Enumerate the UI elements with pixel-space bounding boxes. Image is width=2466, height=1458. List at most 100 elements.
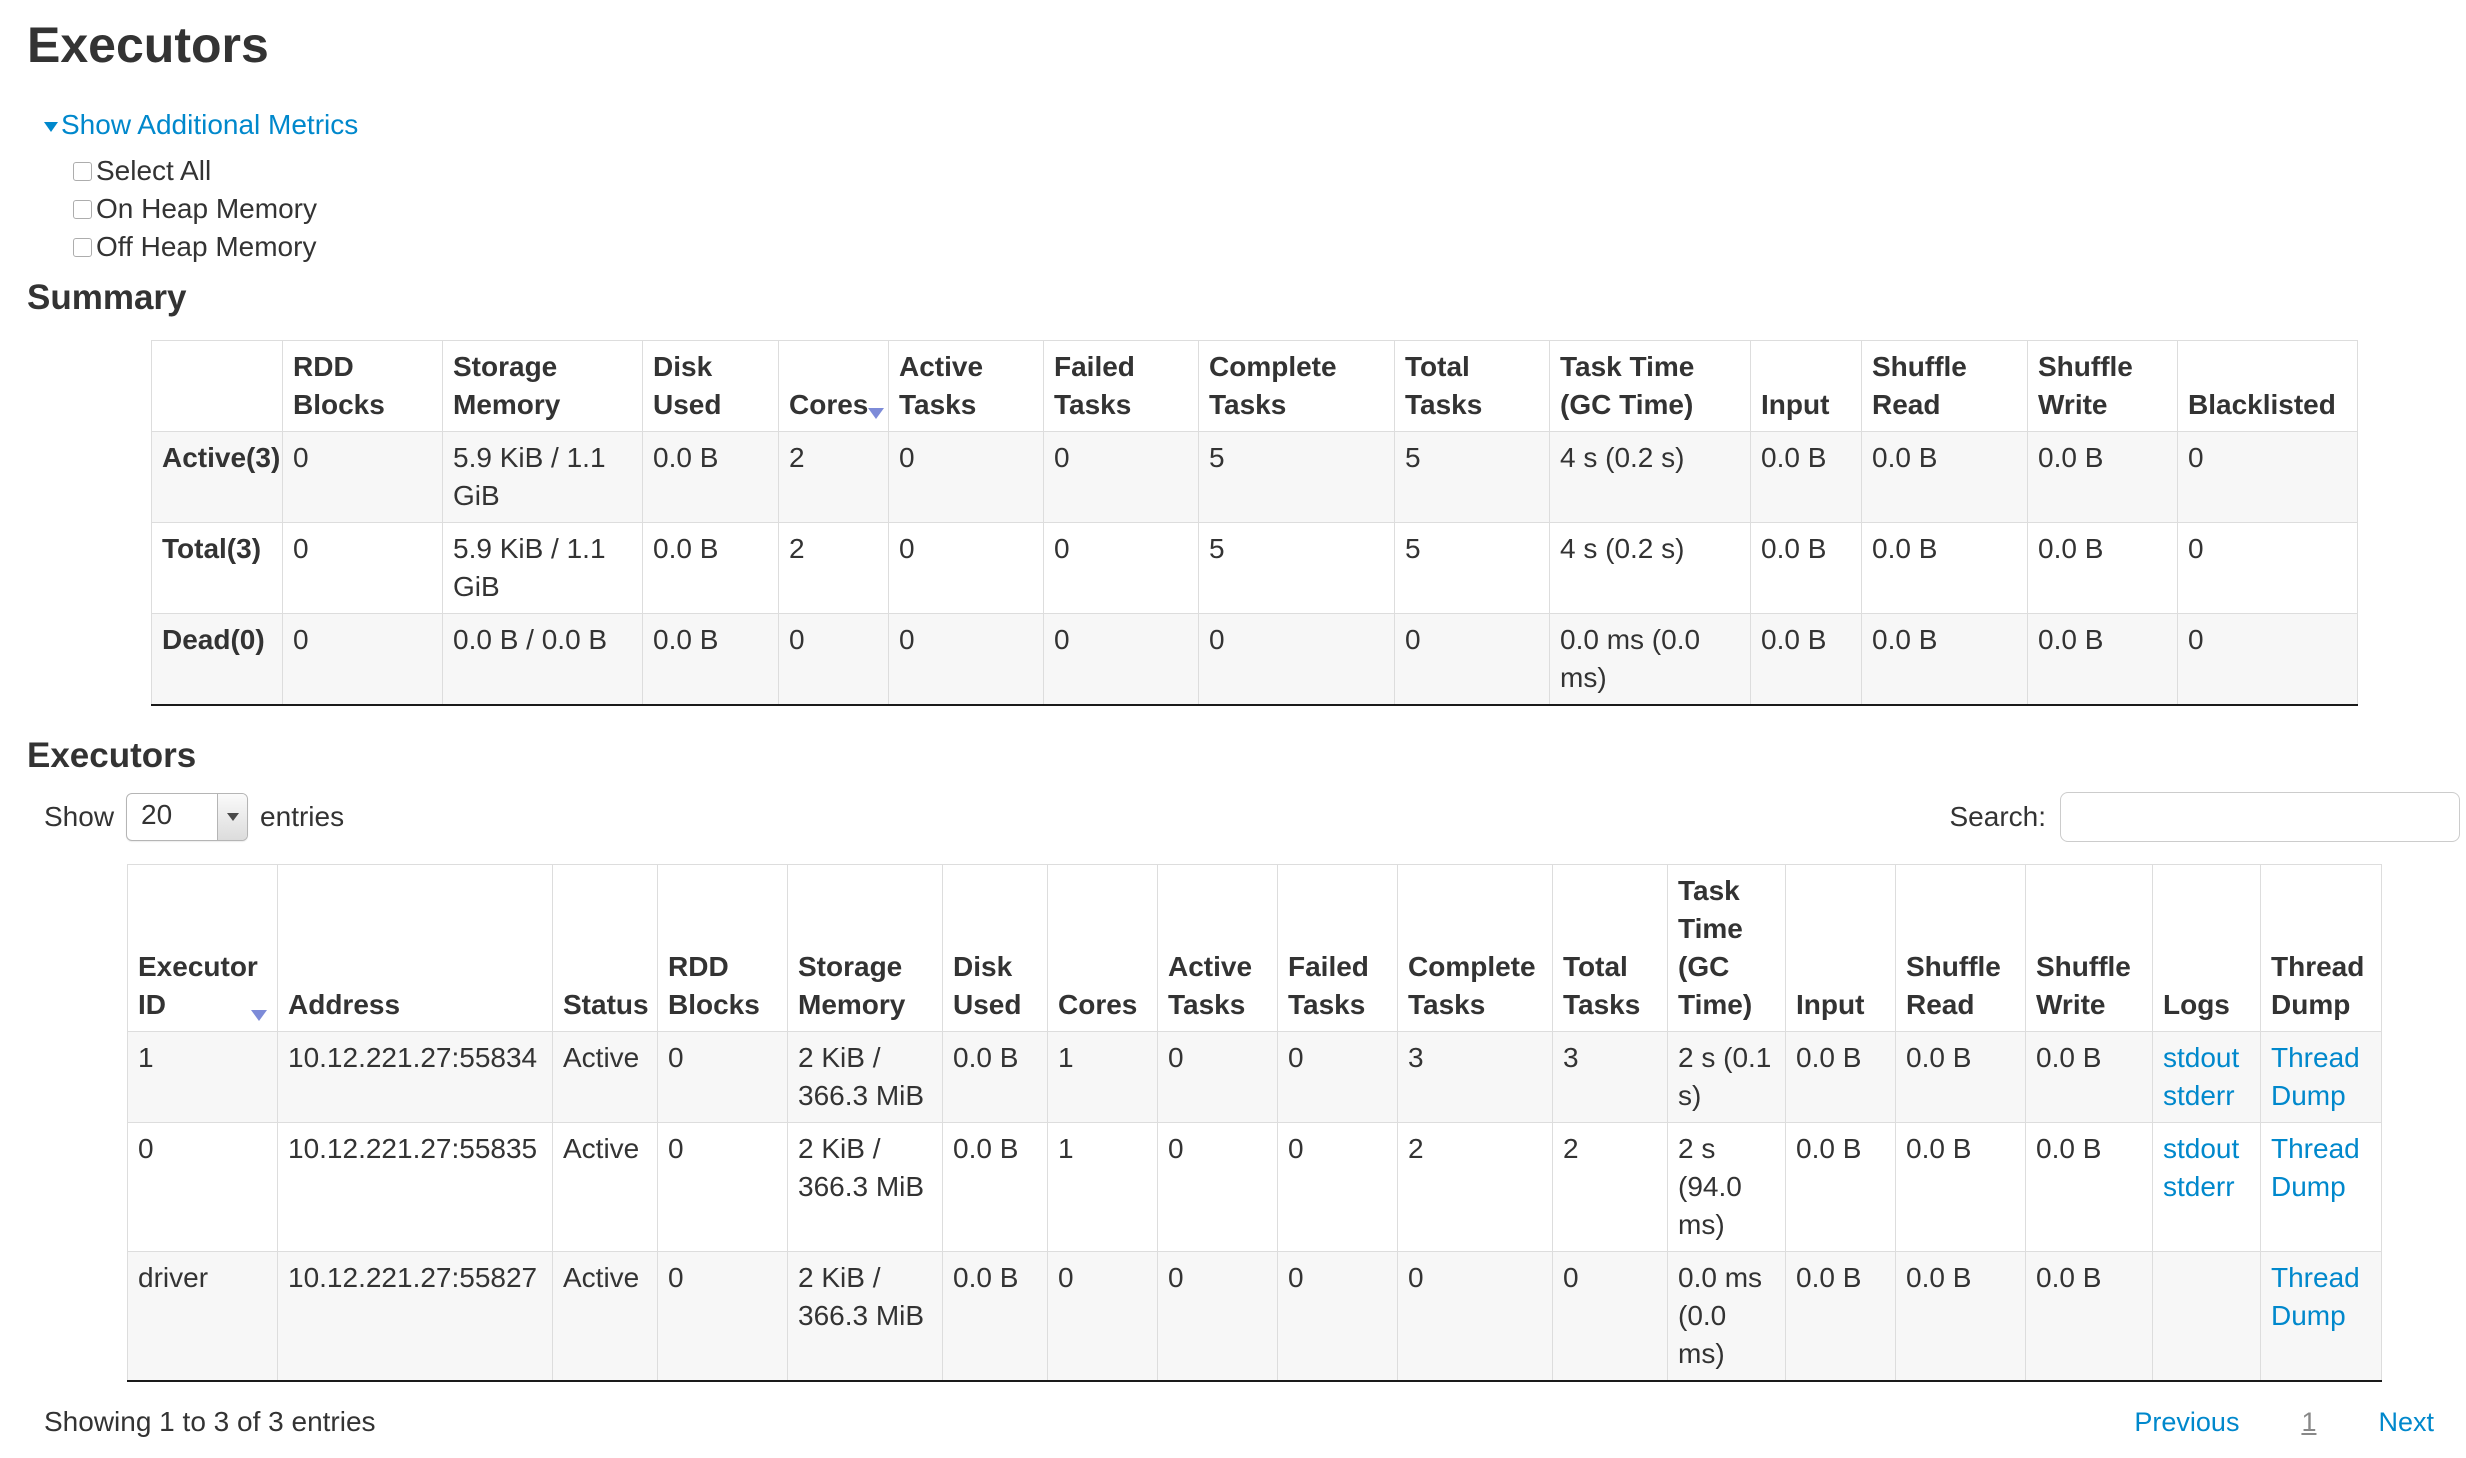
summary-col-cores[interactable]: Cores bbox=[778, 340, 889, 432]
summary-heading: Summary bbox=[27, 278, 187, 317]
cell-failed-tasks: 0 bbox=[1277, 1031, 1398, 1123]
cell-input: 0.0 B bbox=[1785, 1031, 1896, 1123]
cell-complete-tasks: 2 bbox=[1397, 1122, 1553, 1252]
exec-col-status[interactable]: Status bbox=[552, 864, 658, 1032]
cell-storage-memory: 2 KiB / 366.3 MiB bbox=[787, 1031, 943, 1123]
exec-col-disk-used[interactable]: Disk Used bbox=[942, 864, 1048, 1032]
on-heap-memory-checkbox[interactable] bbox=[73, 199, 92, 219]
cell-shuffle-write: 0.0 B bbox=[2027, 431, 2178, 523]
previous-button[interactable]: Previous bbox=[2134, 1407, 2240, 1437]
exec-col-executor-id-label: Executor ID bbox=[138, 951, 258, 1020]
cell-cores: 2 bbox=[778, 431, 889, 523]
exec-col-shuffle-read[interactable]: Shuffle Read bbox=[1895, 864, 2026, 1032]
exec-col-logs[interactable]: Logs bbox=[2152, 864, 2261, 1032]
next-button[interactable]: Next bbox=[2378, 1407, 2434, 1437]
cell-cores: 1 bbox=[1047, 1122, 1158, 1252]
exec-col-executor-id[interactable]: Executor ID bbox=[127, 864, 278, 1032]
cell-disk-used: 0.0 B bbox=[642, 522, 779, 614]
stderr-link[interactable]: stderr bbox=[2163, 1171, 2235, 1202]
off-heap-memory-checkbox[interactable] bbox=[73, 237, 92, 257]
summary-col-total-tasks[interactable]: Total Tasks bbox=[1394, 340, 1550, 432]
cell-input: 0.0 B bbox=[1750, 522, 1862, 614]
exec-col-total-tasks[interactable]: Total Tasks bbox=[1552, 864, 1668, 1032]
summary-col-task-time[interactable]: Task Time (GC Time) bbox=[1549, 340, 1751, 432]
summary-col-blacklisted[interactable]: Blacklisted bbox=[2177, 340, 2358, 432]
cell-address: 10.12.221.27:55827 bbox=[277, 1251, 553, 1382]
cell-address: 10.12.221.27:55835 bbox=[277, 1122, 553, 1252]
exec-col-storage-memory[interactable]: Storage Memory bbox=[787, 864, 943, 1032]
entries-info: Showing 1 to 3 of 3 entries bbox=[44, 1406, 376, 1437]
summary-col-blank[interactable] bbox=[151, 340, 283, 432]
checkbox-row-off-heap-memory[interactable]: Off Heap Memory bbox=[73, 228, 2466, 266]
search-control: Search: bbox=[1950, 792, 2460, 842]
page-1-button[interactable]: 1 bbox=[2301, 1407, 2317, 1437]
exec-col-shuffle-write[interactable]: Shuffle Write bbox=[2025, 864, 2153, 1032]
executor-row: 0 10.12.221.27:55835 Active 0 2 KiB / 36… bbox=[127, 1122, 2382, 1252]
thread-dump-link[interactable]: Thread Dump bbox=[2271, 1133, 2360, 1202]
checkbox-row-select-all[interactable]: Select All bbox=[73, 152, 2466, 190]
summary-col-shuffle-write[interactable]: Shuffle Write bbox=[2027, 340, 2178, 432]
summary-col-shuffle-read[interactable]: Shuffle Read bbox=[1861, 340, 2028, 432]
show-label: Show bbox=[44, 801, 115, 832]
select-all-checkbox[interactable] bbox=[73, 161, 92, 181]
cell-task-time: 4 s (0.2 s) bbox=[1549, 522, 1751, 614]
cell-task-time: 2 s (94.0 ms) bbox=[1667, 1122, 1786, 1252]
cell-failed-tasks: 0 bbox=[1277, 1122, 1398, 1252]
cell-failed-tasks: 0 bbox=[1043, 613, 1199, 706]
cell-thread-dump: Thread Dump bbox=[2260, 1031, 2382, 1123]
summary-col-complete-tasks[interactable]: Complete Tasks bbox=[1198, 340, 1395, 432]
stdout-link[interactable]: stdout bbox=[2163, 1042, 2240, 1073]
cell-input: 0.0 B bbox=[1750, 613, 1862, 706]
exec-col-input[interactable]: Input bbox=[1785, 864, 1896, 1032]
cell-blacklisted: 0 bbox=[2177, 613, 2358, 706]
row-label: Active(3) bbox=[151, 431, 283, 523]
summary-col-rdd-blocks[interactable]: RDD Blocks bbox=[282, 340, 443, 432]
cell-total-tasks: 0 bbox=[1394, 613, 1550, 706]
summary-col-failed-tasks[interactable]: Failed Tasks bbox=[1043, 340, 1199, 432]
checkbox-row-on-heap-memory[interactable]: On Heap Memory bbox=[73, 190, 2466, 228]
cell-disk-used: 0.0 B bbox=[642, 431, 779, 523]
page-size-select[interactable]: 20 bbox=[126, 793, 249, 841]
search-input[interactable] bbox=[2060, 792, 2460, 842]
cell-active-tasks: 0 bbox=[888, 431, 1044, 523]
exec-col-rdd-blocks[interactable]: RDD Blocks bbox=[657, 864, 788, 1032]
summary-col-storage-memory[interactable]: Storage Memory bbox=[442, 340, 643, 432]
cell-shuffle-write: 0.0 B bbox=[2027, 522, 2178, 614]
exec-col-address[interactable]: Address bbox=[277, 864, 553, 1032]
cell-logs: stdout stderr bbox=[2152, 1122, 2261, 1252]
cell-total-tasks: 5 bbox=[1394, 522, 1550, 614]
cell-cores: 2 bbox=[778, 522, 889, 614]
summary-col-input[interactable]: Input bbox=[1750, 340, 1862, 432]
cell-storage-memory: 5.9 KiB / 1.1 GiB bbox=[442, 522, 643, 614]
summary-col-disk-used[interactable]: Disk Used bbox=[642, 340, 779, 432]
show-additional-metrics-label: Show Additional Metrics bbox=[61, 109, 359, 140]
thread-dump-link[interactable]: Thread Dump bbox=[2271, 1042, 2360, 1111]
summary-col-active-tasks[interactable]: Active Tasks bbox=[888, 340, 1044, 432]
cell-thread-dump: Thread Dump bbox=[2260, 1122, 2382, 1252]
page-length-control: Show 20 entries bbox=[44, 793, 344, 841]
cell-blacklisted: 0 bbox=[2177, 431, 2358, 523]
exec-col-active-tasks[interactable]: Active Tasks bbox=[1157, 864, 1278, 1032]
cell-storage-memory: 2 KiB / 366.3 MiB bbox=[787, 1251, 943, 1382]
cell-total-tasks: 2 bbox=[1552, 1122, 1668, 1252]
exec-col-task-time[interactable]: Task Time (GC Time) bbox=[1667, 864, 1786, 1032]
summary-table: RDD Blocks Storage Memory Disk Used Core… bbox=[151, 340, 2358, 706]
executors-table-footer: Showing 1 to 3 of 3 entries Previous 1 N… bbox=[44, 1406, 2434, 1438]
stdout-link[interactable]: stdout bbox=[2163, 1133, 2240, 1164]
exec-col-complete-tasks[interactable]: Complete Tasks bbox=[1397, 864, 1553, 1032]
cell-shuffle-read: 0.0 B bbox=[1895, 1031, 2026, 1123]
exec-col-failed-tasks[interactable]: Failed Tasks bbox=[1277, 864, 1398, 1032]
select-dropdown-button[interactable] bbox=[217, 794, 248, 840]
thread-dump-link[interactable]: Thread Dump bbox=[2271, 1262, 2360, 1331]
stderr-link[interactable]: stderr bbox=[2163, 1080, 2235, 1111]
exec-col-thread-dump[interactable]: Thread Dump bbox=[2260, 864, 2382, 1032]
checkbox-label: Select All bbox=[96, 155, 212, 186]
page-title: Executors bbox=[27, 17, 269, 73]
cell-total-tasks: 0 bbox=[1552, 1251, 1668, 1382]
exec-col-cores[interactable]: Cores bbox=[1047, 864, 1158, 1032]
show-additional-metrics-link[interactable]: Show Additional Metrics bbox=[44, 106, 358, 144]
cell-task-time: 4 s (0.2 s) bbox=[1549, 431, 1751, 523]
cell-input: 0.0 B bbox=[1785, 1122, 1896, 1252]
caret-down-icon bbox=[44, 122, 58, 132]
row-label: Total(3) bbox=[151, 522, 283, 614]
